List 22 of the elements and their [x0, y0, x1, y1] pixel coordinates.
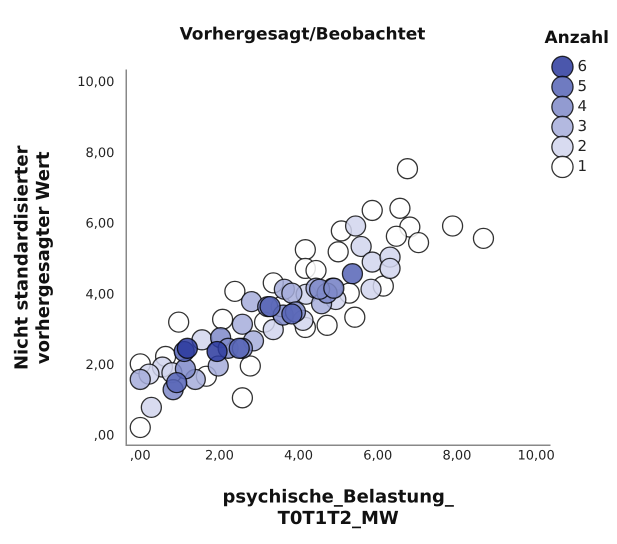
- chart-title: Vorhergesagt/Beobachtet: [180, 24, 426, 45]
- legend-label: 4: [577, 96, 588, 115]
- x-tick-label: 10,00: [517, 448, 555, 464]
- y-tick-label: 2,00: [85, 358, 114, 374]
- x-tick-label: 4,00: [284, 448, 314, 464]
- x-tick-label: 8,00: [442, 448, 472, 464]
- y-tick-label: 6,00: [85, 216, 114, 232]
- x-tick-label: 2,00: [204, 448, 234, 464]
- legend-label: 6: [577, 56, 588, 75]
- legend-label: 5: [577, 76, 588, 95]
- y-tick-label: 8,00: [85, 146, 114, 161]
- x-axis-title: psychische_Belastung_ T0T1T2_MW: [222, 486, 454, 529]
- y-tick-label: ,00: [94, 428, 114, 444]
- x-tick-label: ,00: [130, 448, 151, 464]
- legend-label: 1: [577, 156, 588, 175]
- x-tick-label: 6,00: [363, 448, 392, 464]
- y-tick-label: 4,00: [85, 287, 114, 302]
- legend-title: Anzahl: [544, 28, 609, 48]
- y-axis-title: Nicht standardisierter vorhergesagter Wert: [11, 145, 54, 370]
- legend-label: 3: [577, 116, 588, 135]
- legend-label: 2: [577, 136, 588, 155]
- y-tick-label: 10,00: [77, 75, 114, 90]
